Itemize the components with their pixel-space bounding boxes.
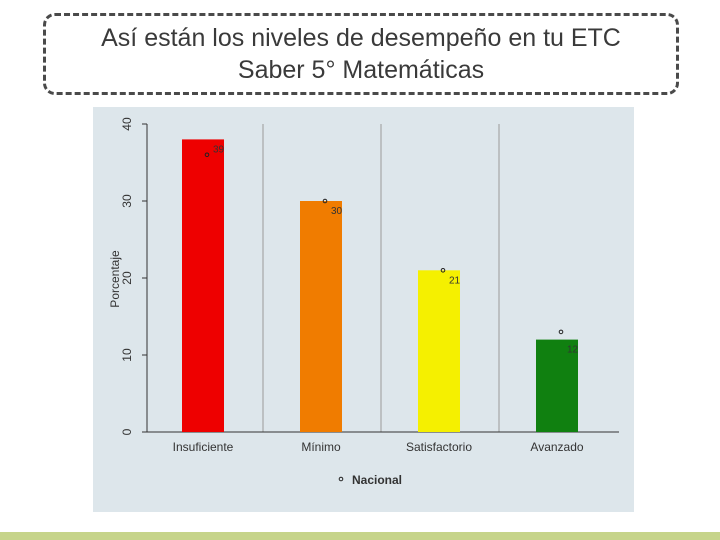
nacional-point — [558, 329, 564, 335]
x-tick-label: Insuficiente — [173, 440, 234, 454]
bar-chart: 0 10 20 30 40 Porcentaje 39 Insuficiente 30 Mínim… — [108, 117, 619, 487]
nacional-point — [440, 268, 446, 273]
footer-bar — [0, 532, 720, 540]
y-tick-label: 20 — [120, 271, 134, 285]
legend-label: Nacional — [352, 473, 402, 487]
bar-satisfactorio — [418, 270, 460, 432]
nacional-point — [204, 152, 210, 158]
y-tick-label: 10 — [120, 348, 134, 362]
title-line-1: Así están los niveles de desempeño en tu… — [101, 24, 621, 52]
nacional-point — [322, 198, 328, 204]
y-tick-label: 40 — [120, 117, 134, 131]
title-box: Así están los niveles de desempeño en tu… — [43, 13, 679, 95]
bar-mínimo — [300, 201, 342, 432]
y-axis-title: Porcentaje — [108, 250, 122, 308]
y-tick-label: 30 — [120, 194, 134, 208]
bar-value-label: 39 — [213, 144, 225, 155]
x-tick-label: Mínimo — [301, 440, 341, 454]
y-tick-label: 0 — [120, 428, 134, 435]
title-line-2: Saber 5° Matemáticas — [237, 56, 485, 84]
x-tick-label: Satisfactorio — [406, 440, 472, 454]
bar-value-label: 12 — [567, 345, 579, 356]
chart-panel: 0 10 20 30 40 Porcentaje 39 Insuficiente 30 Mínim… — [93, 107, 634, 512]
bar-value-label: 30 — [331, 206, 343, 217]
x-tick-label: Avanzado — [530, 440, 583, 454]
bar-avanzado — [536, 339, 578, 432]
footer-bar-highlight — [262, 529, 536, 532]
bar-insuficiente — [182, 139, 224, 432]
bar-value-label: 21 — [449, 275, 461, 286]
legend-marker — [338, 476, 344, 482]
